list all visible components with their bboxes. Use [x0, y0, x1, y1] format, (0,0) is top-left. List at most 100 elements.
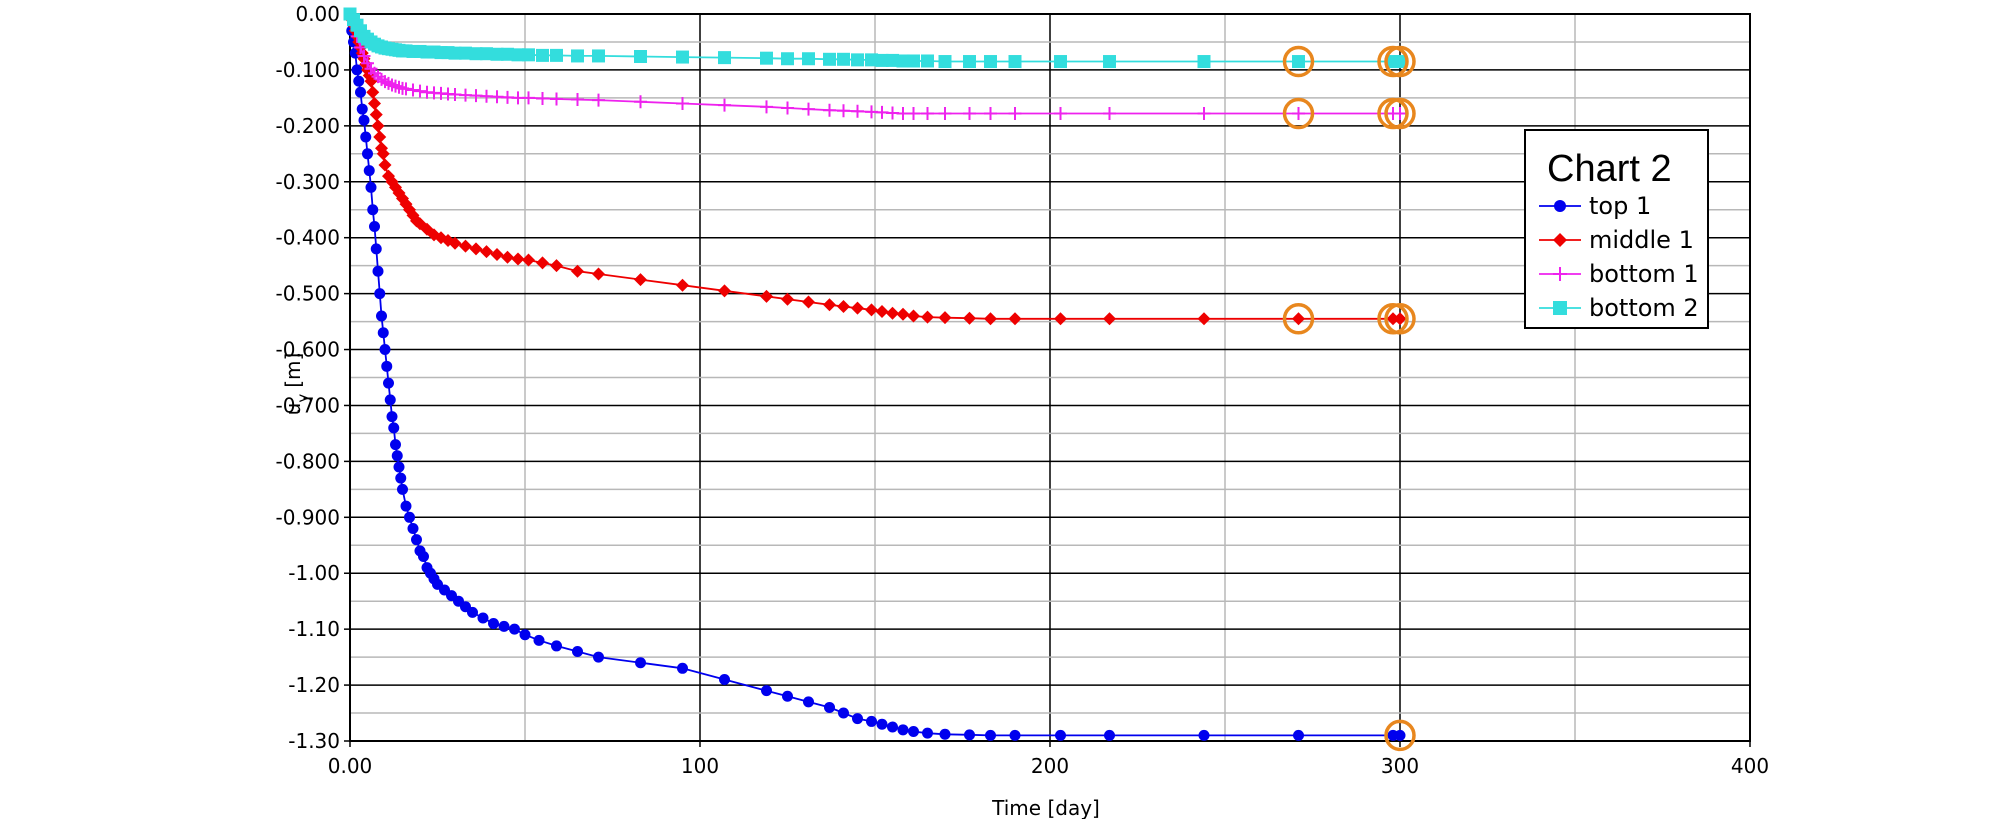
data-point [393, 461, 405, 473]
data-point [761, 685, 772, 697]
data-point [400, 500, 412, 512]
data-point [363, 165, 375, 177]
data-point [676, 96, 689, 110]
data-point [922, 727, 933, 739]
y-tick-label: -1.00 [288, 561, 340, 585]
y-tick-label: -0.800 [276, 449, 340, 473]
data-point [1054, 55, 1067, 69]
data-point [365, 181, 377, 193]
series-bottom-2 [343, 7, 1416, 78]
legend-entry: bottom 2 [1589, 294, 1699, 322]
data-point [571, 264, 584, 278]
data-point [1386, 312, 1400, 326]
data-point [351, 64, 363, 76]
data-point [760, 289, 773, 303]
series-bottom-1 [343, 7, 1416, 130]
data-point [823, 103, 836, 117]
y-tick-label: -0.200 [276, 114, 340, 138]
data-point [865, 303, 878, 317]
data-point [1008, 107, 1022, 121]
data-point [459, 46, 472, 60]
data-point [592, 93, 605, 107]
data-point [377, 327, 389, 339]
x-tick-label: 0.00 [328, 754, 373, 778]
data-point [356, 103, 368, 115]
y-tick-label: -1.30 [288, 729, 340, 753]
data-point [509, 623, 520, 635]
data-point [383, 377, 394, 389]
data-point [838, 707, 849, 719]
y-tick-label: -0.400 [276, 226, 340, 250]
data-point [536, 48, 549, 62]
y-tick-label: -0.500 [276, 282, 340, 306]
data-point [592, 49, 605, 63]
data-point [1054, 312, 1067, 326]
data-point [371, 119, 385, 133]
data-point [760, 100, 773, 114]
data-point [490, 247, 504, 261]
data-point [837, 299, 850, 313]
data-point [399, 82, 413, 96]
data-point [718, 284, 731, 298]
data-point [908, 725, 919, 737]
data-point [358, 114, 370, 126]
data-point [719, 673, 730, 685]
data-point [865, 53, 878, 67]
data-point [550, 48, 563, 62]
axes: 0.00 -0.100 -0.200 -0.300 -0.400 -0.500 -0.600… [276, 2, 1770, 778]
data-point [357, 49, 371, 63]
data-point [366, 85, 380, 99]
data-point [1393, 107, 1407, 121]
data-point [593, 651, 604, 663]
data-point [522, 91, 535, 105]
legend-swatch-marker [1553, 301, 1567, 315]
data-point [1104, 729, 1115, 741]
data-point [395, 472, 407, 484]
legend-entry: bottom 1 [1589, 260, 1699, 288]
data-point [851, 53, 864, 67]
data-point [511, 252, 525, 266]
data-point [963, 55, 976, 69]
data-point [803, 696, 814, 708]
legend-swatch-marker [1553, 233, 1567, 247]
data-point [802, 52, 815, 66]
data-point [511, 48, 525, 62]
data-point [781, 52, 794, 66]
data-point [1197, 55, 1211, 69]
data-point [963, 311, 976, 325]
data-point [571, 49, 584, 63]
data-point [501, 250, 514, 264]
data-point [536, 256, 549, 270]
data-point [550, 259, 563, 273]
data-point [372, 265, 384, 277]
data-point [876, 718, 888, 730]
data-point [407, 522, 419, 534]
data-point [718, 98, 731, 112]
data-point [939, 728, 951, 740]
data-point [985, 729, 996, 741]
data-point [897, 724, 909, 736]
x-tick-label: 200 [1031, 754, 1069, 778]
data-point [896, 54, 910, 68]
highlight-ring [1282, 97, 1315, 130]
data-point [837, 52, 850, 66]
data-point [921, 107, 934, 121]
data-point [390, 439, 401, 451]
y-tick-label: 0.00 [295, 2, 340, 26]
data-point [355, 86, 366, 98]
data-point [984, 55, 997, 69]
data-point [353, 75, 365, 87]
data-point [536, 91, 549, 105]
x-axis-title: Time [day] [991, 796, 1100, 819]
data-point [376, 147, 390, 161]
data-point [360, 131, 372, 143]
data-point [367, 204, 379, 216]
x-tick-label: 100 [681, 754, 719, 778]
data-point [374, 288, 386, 300]
data-point [907, 309, 920, 323]
data-point [802, 295, 815, 309]
data-point [676, 278, 689, 292]
data-point [824, 701, 835, 713]
data-point [1293, 729, 1304, 741]
data-point [1198, 729, 1210, 741]
